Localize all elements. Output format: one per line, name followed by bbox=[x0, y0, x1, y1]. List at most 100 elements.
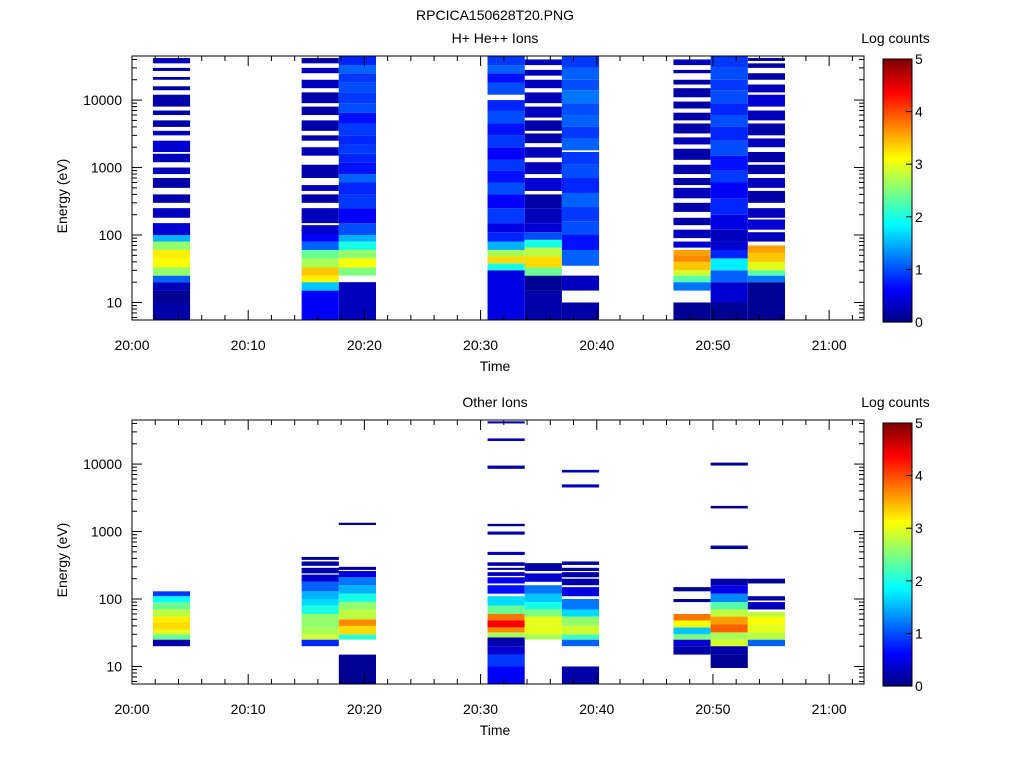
spectrogram-cell bbox=[561, 56, 600, 68]
colorbar-swatch bbox=[883, 471, 912, 475]
spectrogram-cell bbox=[561, 177, 600, 193]
colorbar-tick-label: 5 bbox=[915, 51, 923, 67]
spectrogram-cell bbox=[301, 120, 339, 131]
colorbar-swatch bbox=[883, 589, 912, 593]
colorbar-swatch bbox=[883, 679, 912, 683]
spectrogram-cell bbox=[487, 531, 525, 535]
colorbar-swatch bbox=[883, 201, 912, 205]
colorbar-swatch bbox=[883, 199, 912, 203]
colorbar-swatch bbox=[883, 633, 912, 637]
spectrogram-cell bbox=[747, 616, 785, 625]
colorbar-swatch bbox=[883, 642, 912, 645]
y-axis-label: Energy (eV) bbox=[54, 523, 70, 598]
spectrogram-cell bbox=[710, 282, 748, 303]
spectrogram-cell bbox=[487, 438, 525, 441]
spectrogram-cell bbox=[338, 153, 376, 163]
spectrogram-cell bbox=[338, 73, 376, 83]
colorbar-swatch bbox=[883, 282, 912, 286]
colorbar-swatch bbox=[883, 668, 912, 672]
spectrogram-cell bbox=[747, 245, 785, 253]
colorbar-swatch bbox=[883, 475, 912, 479]
colorbar-swatch bbox=[883, 615, 912, 619]
colorbar-swatch bbox=[883, 670, 912, 674]
spectrogram-cell bbox=[152, 629, 191, 635]
colorbar-swatch bbox=[883, 523, 912, 527]
colorbar-tick-label: 3 bbox=[915, 520, 923, 536]
colorbar-swatch bbox=[883, 313, 912, 317]
spectrogram-cell bbox=[301, 267, 339, 276]
spectrogram-cell bbox=[338, 194, 376, 209]
colorbar-swatch bbox=[883, 188, 912, 192]
spectrogram-cell bbox=[561, 469, 600, 473]
spectrogram-cell bbox=[561, 138, 600, 151]
spectrogram-cell bbox=[524, 92, 562, 104]
colorbar-swatch bbox=[883, 438, 912, 442]
colorbar-swatch bbox=[883, 561, 912, 564]
colorbar-swatch bbox=[883, 148, 912, 152]
spectrogram-cell bbox=[338, 577, 376, 586]
spectrogram-cell bbox=[301, 275, 339, 283]
spectrogram-cell bbox=[338, 144, 376, 154]
colorbar-swatch bbox=[883, 286, 912, 290]
spectrogram-cell bbox=[524, 223, 562, 233]
colorbar-swatch bbox=[883, 508, 912, 512]
spectrogram-cell bbox=[338, 258, 376, 268]
colorbar-swatch bbox=[883, 532, 912, 536]
spectrogram-cell bbox=[301, 235, 339, 242]
colorbar-swatch bbox=[883, 181, 912, 185]
colorbar-swatch bbox=[883, 273, 912, 277]
spectrogram-cell bbox=[152, 67, 191, 71]
spectrogram-cell bbox=[301, 185, 339, 191]
colorbar-swatch bbox=[883, 308, 912, 312]
spectrogram-cell bbox=[710, 103, 748, 116]
colorbar-swatch bbox=[883, 469, 912, 472]
spectrogram-cell bbox=[524, 147, 562, 158]
colorbar-swatch bbox=[883, 451, 912, 455]
x-tick-label: 21:00 bbox=[812, 337, 847, 353]
spectrogram-cell bbox=[301, 556, 339, 560]
spectrogram-cell bbox=[301, 613, 339, 621]
spectrogram-cell bbox=[301, 135, 339, 141]
x-tick-label: 20:00 bbox=[114, 337, 149, 353]
spectrogram-cell bbox=[487, 82, 525, 95]
spectrogram-cell bbox=[487, 135, 525, 148]
spectrogram-cell bbox=[338, 235, 376, 242]
spectrogram-cell bbox=[524, 256, 562, 268]
spectrogram-cell bbox=[524, 177, 562, 191]
spectrogram-cell bbox=[561, 79, 600, 91]
spectrogram-cell bbox=[152, 290, 191, 303]
x-tick-label: 20:40 bbox=[579, 701, 614, 717]
spectrogram-cell bbox=[747, 639, 785, 647]
x-tick-label: 20:00 bbox=[114, 701, 149, 717]
spectrogram-cell bbox=[747, 219, 785, 230]
colorbar-swatch bbox=[883, 218, 912, 222]
spectrogram-cell bbox=[524, 616, 562, 626]
spectrogram-cell bbox=[301, 208, 339, 224]
spectrogram-cell bbox=[338, 566, 376, 570]
colorbar-swatch bbox=[883, 135, 912, 139]
colorbar-swatch bbox=[883, 133, 912, 137]
colorbar-swatch bbox=[883, 232, 912, 235]
y-tick-label: 10 bbox=[106, 658, 122, 674]
colorbar-swatch bbox=[883, 541, 912, 545]
spectrogram-cell bbox=[524, 239, 562, 248]
spectrogram-cell bbox=[487, 241, 525, 250]
colorbar-swatch bbox=[883, 600, 912, 604]
colorbar-swatch bbox=[883, 78, 912, 82]
spectrogram-cell bbox=[152, 94, 191, 107]
x-tick-label: 20:30 bbox=[463, 701, 498, 717]
spectrogram-cell bbox=[561, 634, 600, 640]
spectrogram-cell bbox=[673, 59, 711, 66]
colorbar-swatch bbox=[883, 179, 912, 183]
spectrogram-cell bbox=[487, 465, 525, 469]
spectrogram-cell bbox=[487, 232, 525, 242]
spectrogram-cell bbox=[747, 602, 785, 610]
spectrogram-cell bbox=[524, 69, 562, 76]
spectrogram-cell bbox=[487, 249, 525, 257]
colorbar-tick-label: 1 bbox=[915, 625, 923, 641]
colorbar-swatch bbox=[883, 488, 912, 492]
colorbar-swatch bbox=[883, 120, 912, 124]
colorbar-swatch bbox=[883, 192, 912, 196]
spectrogram-cell bbox=[673, 275, 711, 283]
colorbar-swatch bbox=[883, 431, 912, 435]
